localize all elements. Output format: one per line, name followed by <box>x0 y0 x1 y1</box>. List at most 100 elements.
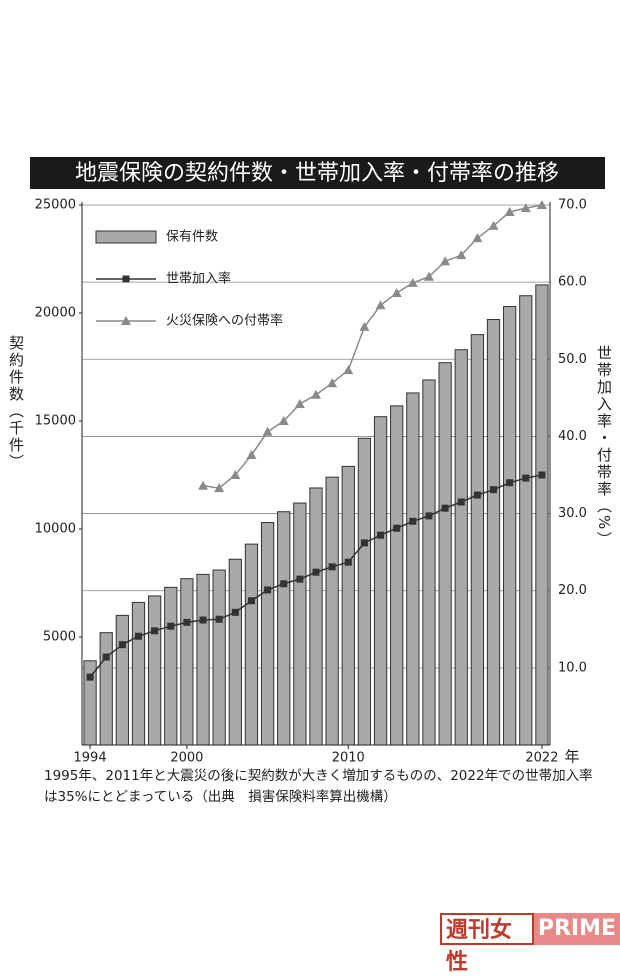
marker <box>215 615 223 623</box>
marker <box>198 480 209 490</box>
page: 地震保険の契約件数・世帯加入率・付帯率の推移 10.0 20.0 30.0 40.0 5… <box>7 157 620 975</box>
marker <box>490 486 498 494</box>
marker <box>538 471 546 479</box>
marker <box>311 389 321 399</box>
legend-swatch <box>95 230 157 244</box>
legend-label: 世帯加入率 <box>166 271 231 287</box>
marker <box>296 575 304 583</box>
legend-label: 火災保険への付帯率 <box>166 313 283 329</box>
x-tick-label: 2000 <box>170 751 203 766</box>
marker <box>473 491 481 499</box>
marker <box>151 627 159 635</box>
marker <box>457 498 465 506</box>
chart: 地震保険の契約件数・世帯加入率・付帯率の推移 10.0 20.0 30.0 40.0 5… <box>30 157 605 766</box>
marker <box>425 512 433 520</box>
marker <box>359 321 370 331</box>
marker <box>278 416 289 425</box>
y-tick-label: 15000 <box>35 414 76 429</box>
y-axis-label: 契約件数（千件） <box>7 335 25 471</box>
marker <box>506 479 514 487</box>
bar <box>470 334 485 746</box>
bar <box>180 578 194 746</box>
marker <box>102 653 110 661</box>
bar <box>147 595 162 746</box>
marker <box>118 641 126 649</box>
legend-marker <box>122 275 130 283</box>
bar <box>519 295 533 746</box>
y-tick-label: 25000 <box>35 198 76 213</box>
y-tick-label: 5000 <box>43 630 76 645</box>
bar <box>309 487 323 746</box>
bar <box>115 614 129 746</box>
chart-title: 地震保険の契約件数・世帯加入率・付帯率の推移 <box>75 161 559 186</box>
marker <box>343 365 354 375</box>
marker <box>246 449 257 459</box>
marker <box>409 517 417 525</box>
bar <box>406 392 420 746</box>
bar <box>373 416 388 746</box>
marker <box>214 483 225 493</box>
marker <box>183 618 191 626</box>
legend-marker <box>121 316 131 325</box>
y2-axis-label: 世帯加入率・付帯率（%） <box>595 345 613 549</box>
marker <box>167 622 175 630</box>
y2-tick-label: 30.0 <box>558 506 587 521</box>
bar <box>535 284 549 746</box>
watermark: 週刊女性 PRIME <box>440 913 620 975</box>
marker <box>360 539 368 547</box>
bar <box>503 306 517 746</box>
y2-tick-label: 40.0 <box>558 429 587 444</box>
title-bar <box>30 157 605 189</box>
marker <box>264 586 272 594</box>
bar <box>228 558 242 746</box>
marker <box>393 524 401 532</box>
marker <box>391 287 402 297</box>
x-axis-label: 年 <box>564 748 579 766</box>
caption: 1995年、2011年と大震災の後に契約数が大きく増加するものの、2022年での… <box>44 768 593 805</box>
marker <box>231 608 239 616</box>
legend-label: 保有件数 <box>166 230 218 245</box>
marker <box>86 673 94 681</box>
marker <box>488 220 499 230</box>
bar <box>454 349 468 746</box>
marker <box>536 200 547 209</box>
bar <box>293 502 307 746</box>
bar <box>131 601 146 746</box>
y2-tick-label: 70.0 <box>558 198 587 213</box>
marker <box>407 277 418 287</box>
marker <box>328 563 336 571</box>
marker <box>441 504 449 512</box>
y-tick-label: 20000 <box>35 306 76 321</box>
marker <box>377 531 385 539</box>
marker <box>199 616 207 624</box>
x-tick-label: 1994 <box>74 751 107 766</box>
bar <box>244 543 259 746</box>
bar <box>357 437 372 746</box>
marker <box>280 580 288 588</box>
line <box>202 204 543 489</box>
watermark-right: PRIME <box>533 913 620 945</box>
marker <box>456 250 467 260</box>
marker <box>504 206 515 216</box>
marker <box>312 568 320 576</box>
bar <box>341 465 355 746</box>
x-tick-label: 2022 <box>525 751 558 766</box>
marker <box>247 597 255 605</box>
marker <box>520 203 531 213</box>
marker <box>472 233 483 243</box>
bar <box>164 586 178 746</box>
marker <box>522 474 530 482</box>
watermark-left: 週刊女性 <box>440 913 534 975</box>
x-tick-label: 2010 <box>332 751 365 766</box>
y-tick-label: 10000 <box>35 522 76 537</box>
bar <box>390 405 404 746</box>
marker <box>423 271 434 281</box>
bar <box>422 379 436 746</box>
y2-tick-label: 50.0 <box>558 352 587 367</box>
marker <box>262 426 273 436</box>
marker <box>327 378 338 388</box>
marker <box>230 470 241 479</box>
y2-tick-label: 10.0 <box>558 660 587 675</box>
bar <box>83 660 97 746</box>
y2-tick-label: 20.0 <box>558 583 587 598</box>
